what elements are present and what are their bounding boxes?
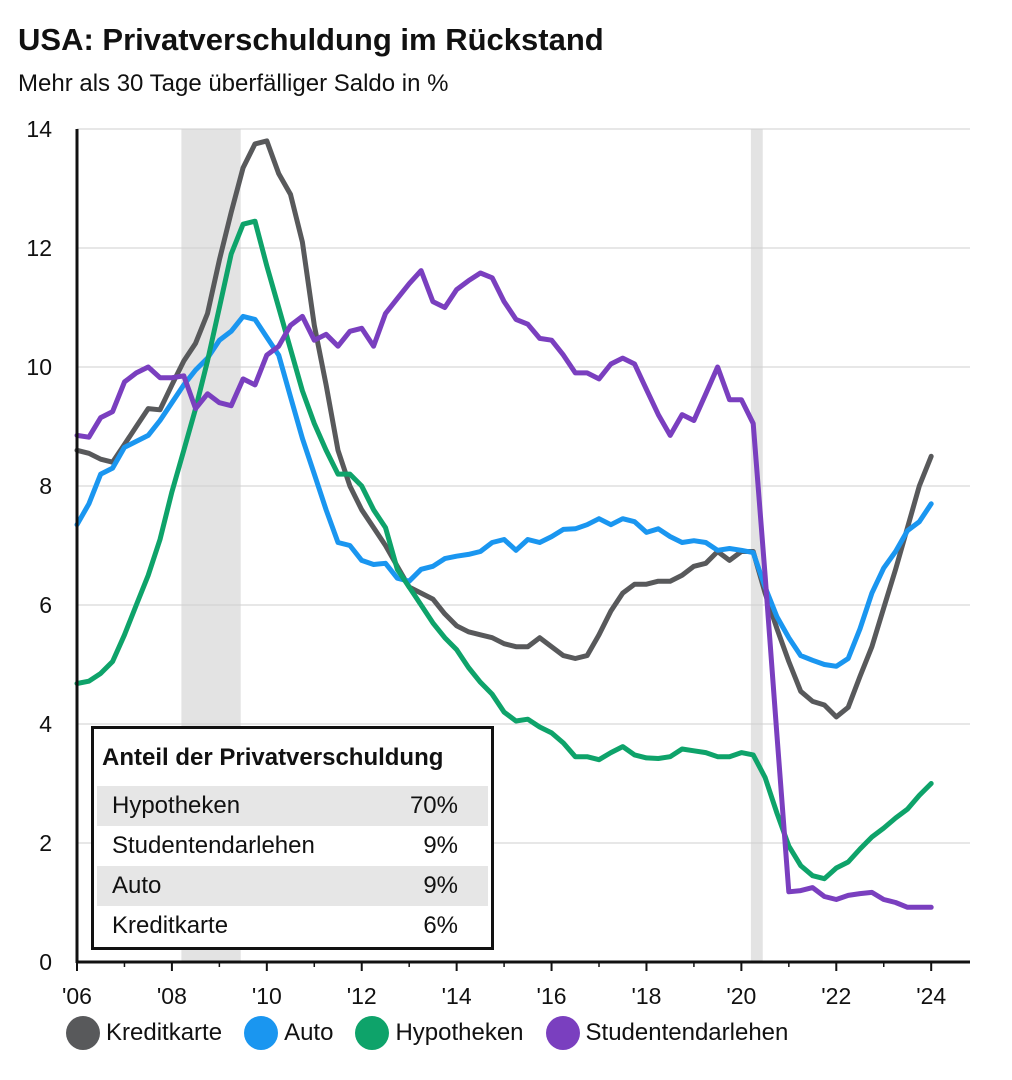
share-row-value: 70% xyxy=(409,792,458,819)
share-row-kreditkarte: Kreditkarte 6% xyxy=(97,906,488,946)
share-row-label: Auto xyxy=(112,872,162,899)
share-row-value: 9% xyxy=(423,832,458,859)
recession-band xyxy=(750,129,763,962)
x-tick-label: '10 xyxy=(252,983,282,1009)
share-row-value: 6% xyxy=(423,912,458,939)
series-lines xyxy=(74,138,934,910)
legend-item-auto: Auto xyxy=(244,1016,333,1050)
y-tick-label: 10 xyxy=(26,354,52,380)
legend-marker xyxy=(244,1016,279,1050)
legend-label: Kreditkarte xyxy=(106,1019,223,1046)
share-row-label: Hypotheken xyxy=(112,792,241,819)
share-row-value: 9% xyxy=(423,872,458,899)
legend-label: Auto xyxy=(284,1019,334,1046)
legend-item-hypotheken: Hypotheken xyxy=(355,1016,524,1050)
series-line-studentendarlehen xyxy=(74,268,934,910)
series-line-auto xyxy=(74,313,934,669)
chart-title: USA: Privatverschuldung im Rückstand xyxy=(18,22,604,57)
axes: 0 2 4 6 8 10 12 14 '06 '08 '10 '12 '14 '16 '18 '20 '22 '2… xyxy=(26,116,970,1009)
legend-item-kreditkarte: Kreditkarte xyxy=(66,1016,222,1050)
x-tick-label: '22 xyxy=(821,983,851,1009)
share-row-auto: Auto 9% xyxy=(97,866,488,906)
share-table: Anteil der Privatverschuldung Hypotheken… xyxy=(91,726,494,950)
x-tick-label: '14 xyxy=(442,983,472,1009)
legend-label: Hypotheken xyxy=(395,1019,524,1046)
x-tick-label: '08 xyxy=(157,983,187,1009)
y-tick-label: 8 xyxy=(39,473,52,499)
series-line-hypotheken xyxy=(74,218,934,882)
legend-marker xyxy=(545,1016,580,1050)
legend-item-studentendarlehen: Studentendarlehen xyxy=(545,1016,789,1050)
x-tick-label: '12 xyxy=(347,983,377,1009)
share-row-hypotheken: Hypotheken 70% xyxy=(97,786,488,826)
x-tick-label: '16 xyxy=(537,983,567,1009)
chart-subtitle: Mehr als 30 Tage überfälliger Saldo in % xyxy=(18,70,449,97)
share-table-title: Anteil der Privatverschuldung xyxy=(102,744,444,771)
legend-marker xyxy=(355,1016,390,1050)
legend: Kreditkarte Auto Hypotheken Studentendar… xyxy=(66,1016,810,1050)
y-tick-label: 12 xyxy=(26,235,52,261)
x-tick-label: '18 xyxy=(631,983,661,1009)
legend-label: Studentendarlehen xyxy=(585,1019,789,1046)
y-tick-label: 14 xyxy=(26,116,52,142)
share-row-studentendarlehen: Studentendarlehen 9% xyxy=(97,826,488,866)
share-row-label: Studentendarlehen xyxy=(112,832,315,859)
legend-marker xyxy=(66,1016,100,1050)
y-tick-label: 0 xyxy=(39,949,52,975)
y-tick-label: 4 xyxy=(39,711,52,737)
y-tick-label: 2 xyxy=(39,830,52,856)
share-row-label: Kreditkarte xyxy=(112,912,229,939)
series-line-kreditkarte xyxy=(74,138,934,720)
x-tick-label: '20 xyxy=(726,983,756,1009)
x-tick-label: '06 xyxy=(62,983,92,1009)
x-tick-label: '24 xyxy=(916,983,946,1009)
y-tick-label: 6 xyxy=(39,592,52,618)
gridlines xyxy=(77,128,970,844)
